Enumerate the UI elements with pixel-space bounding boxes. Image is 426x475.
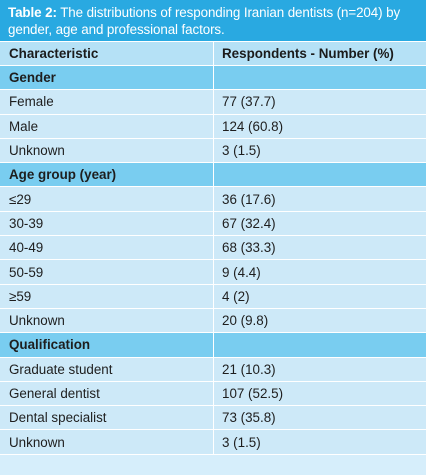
table-body: Gender Female 77 (37.7) Male 124 (60.8) Unkno… — [0, 66, 426, 455]
row-label: 50-59 — [9, 264, 44, 280]
table-row: Male 124 (60.8) — [0, 114, 426, 139]
row-label: Male — [9, 118, 39, 134]
group-value-cell — [213, 333, 426, 357]
table-row: Graduate student 21 (10.3) — [0, 357, 426, 382]
row-value: 107 (52.5) — [213, 381, 426, 406]
row-label: ≤29 — [9, 191, 32, 207]
row-label: Female — [9, 94, 54, 110]
row-value: 20 (9.8) — [213, 308, 426, 333]
row-value: 124 (60.8) — [213, 114, 426, 138]
group-value-cell — [213, 66, 426, 90]
row-value: 77 (37.7) — [213, 90, 426, 114]
table-group-row: Qualification — [0, 333, 426, 358]
row-label: 30-39 — [9, 215, 44, 231]
row-value: 21 (10.3) — [213, 357, 426, 381]
header-respondents: Respondents - Number (%) — [213, 42, 426, 65]
caption-text: The distributions of responding Iranian … — [8, 5, 401, 37]
table-row: ≥59 4 (2) — [0, 284, 426, 309]
row-value: 4 (2) — [213, 284, 426, 308]
table-row: Unknown 20 (9.8) — [0, 308, 426, 334]
row-label: Unknown — [9, 434, 65, 450]
row-label: Dental specialist — [9, 410, 107, 426]
group-value-cell — [213, 163, 426, 187]
row-value: 3 (1.5) — [213, 430, 426, 454]
table-row: Unknown 3 (1.5) — [0, 138, 426, 164]
table-group-row: Age group (year) — [0, 163, 426, 188]
row-value: 68 (33.3) — [213, 236, 426, 260]
header-characteristic: Characteristic — [9, 46, 99, 61]
row-label: Graduate student — [9, 361, 113, 377]
table-row: 50-59 9 (4.4) — [0, 260, 426, 285]
caption-label: Table 2: — [8, 5, 57, 20]
table-caption: Table 2: The distributions of responding… — [0, 0, 426, 41]
row-value: 67 (32.4) — [213, 211, 426, 236]
table-row: ≤29 36 (17.6) — [0, 187, 426, 212]
table-row: 30-39 67 (32.4) — [0, 211, 426, 237]
group-title: Qualification — [9, 337, 91, 353]
group-title: Age group (year) — [9, 167, 117, 183]
table-row: Dental specialist 73 (35.8) — [0, 406, 426, 431]
row-value: 9 (4.4) — [213, 260, 426, 284]
row-label: General dentist — [9, 386, 100, 401]
table-header-row: Characteristic Respondents - Number (%) — [0, 41, 426, 66]
row-value: 73 (35.8) — [213, 406, 426, 430]
row-label: Unknown — [9, 313, 65, 329]
row-value: 3 (1.5) — [213, 138, 426, 163]
table-row: 40-49 68 (33.3) — [0, 236, 426, 261]
group-title: Gender — [9, 70, 56, 86]
row-label: ≥59 — [9, 288, 32, 304]
table-row: Female 77 (37.7) — [0, 90, 426, 115]
row-label: Unknown — [9, 143, 65, 159]
table-group-row: Gender — [0, 66, 426, 91]
table-row: General dentist 107 (52.5) — [0, 381, 426, 407]
table-row: Unknown 3 (1.5) — [0, 430, 426, 455]
row-label: 40-49 — [9, 240, 44, 256]
row-value: 36 (17.6) — [213, 187, 426, 211]
